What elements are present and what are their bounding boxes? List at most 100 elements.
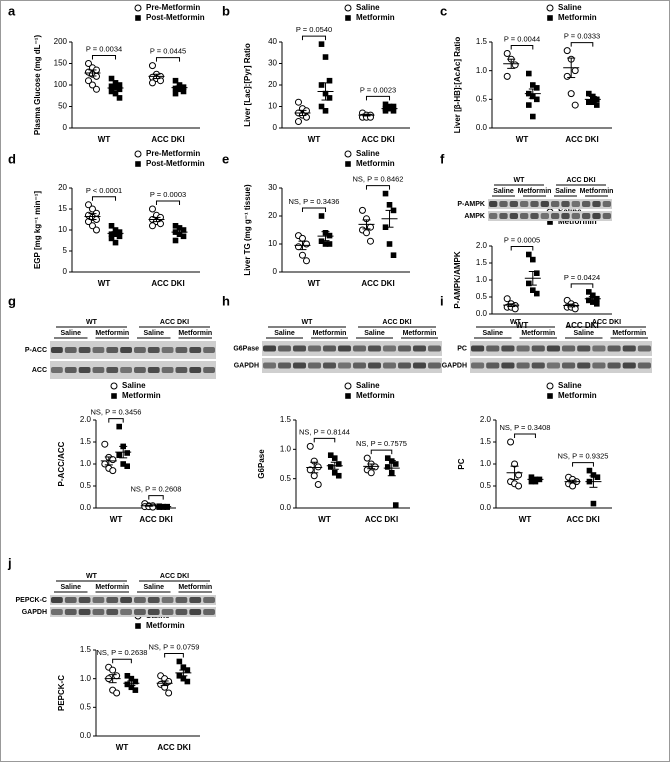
blot-band — [353, 345, 366, 352]
data-point — [112, 239, 119, 246]
data-point — [112, 80, 119, 86]
data-point — [515, 482, 523, 490]
y-tick-label: 0 — [63, 123, 68, 132]
legend-label: Metformin — [356, 159, 395, 168]
blot-band — [161, 597, 174, 603]
legend-label: Saline — [356, 3, 380, 12]
y-tick-label: 15 — [58, 204, 67, 213]
blot-band — [64, 597, 77, 603]
y-tick-label: 0 — [273, 267, 278, 276]
data-point — [298, 251, 306, 259]
data-point — [156, 220, 164, 228]
significance-bracket — [510, 44, 534, 50]
panel-label: h — [222, 293, 230, 308]
x-tick-label: ACC DKI — [361, 279, 394, 288]
y-axis-label: Liver [β-HB]:[AcAc] Ratio — [453, 37, 462, 134]
legend-marker — [547, 15, 553, 21]
blot-band — [562, 345, 576, 352]
data-point — [124, 681, 131, 688]
blot-band — [509, 213, 518, 219]
y-tick-label: 1.5 — [80, 645, 92, 654]
data-point — [384, 455, 391, 461]
blot-band — [637, 345, 651, 352]
data-point — [176, 225, 183, 231]
data-point — [586, 289, 592, 295]
blot-lane-label: Metformin — [95, 330, 129, 337]
data-point — [363, 454, 371, 462]
legend-label: Metformin — [356, 391, 395, 400]
data-point — [563, 47, 571, 55]
y-tick-label: 40 — [268, 37, 277, 46]
y-tick-label: 1.0 — [476, 275, 488, 284]
significance-bracket — [514, 433, 536, 438]
data-point — [109, 666, 117, 674]
p-value: NS, P = 0.9325 — [558, 452, 609, 461]
blot-band — [383, 362, 396, 369]
blot-band — [546, 345, 560, 352]
x-tick-label: ACC DKI — [365, 515, 398, 524]
data-point — [335, 472, 342, 479]
blot-band — [516, 345, 530, 352]
y-axis-label: EGP [mg kg⁻¹ min⁻¹] — [33, 191, 42, 269]
blot-group-label: WT — [510, 319, 522, 326]
data-point — [148, 79, 156, 87]
significance-bracket — [365, 185, 391, 190]
data-point — [590, 472, 597, 478]
data-point — [101, 440, 109, 448]
data-point — [362, 229, 370, 237]
blot-band — [582, 213, 591, 219]
blot-band — [383, 345, 396, 352]
blot-band — [189, 347, 202, 353]
legend-label: Post-Metformin — [146, 159, 205, 168]
data-point — [92, 226, 100, 234]
blot-band — [189, 367, 202, 373]
data-point — [382, 101, 389, 108]
p-value: P = 0.0005 — [504, 235, 540, 244]
y-tick-label: 10 — [58, 225, 67, 234]
data-point — [116, 233, 123, 240]
significance-bracket — [370, 449, 393, 455]
significance-bracket — [313, 437, 336, 443]
y-tick-label: 20 — [58, 183, 67, 192]
p-value: NS, P = 0.8462 — [353, 175, 404, 184]
data-point — [294, 243, 302, 251]
blot-band — [499, 213, 508, 219]
data-point — [318, 41, 325, 47]
blot-band — [338, 345, 351, 352]
blot-band — [120, 597, 132, 603]
blot-band — [531, 345, 545, 352]
y-tick-label: 0.0 — [80, 731, 92, 740]
data-point — [534, 290, 540, 297]
y-tick-label: 20 — [268, 80, 277, 89]
significance-bracket — [112, 658, 132, 664]
p-value: P = 0.0445 — [150, 47, 186, 56]
data-point — [327, 464, 334, 470]
blot-band — [147, 609, 160, 615]
data-point — [132, 687, 139, 693]
data-point — [302, 240, 310, 248]
blot-band — [323, 345, 336, 352]
data-point — [382, 108, 389, 114]
p-value: P = 0.0333 — [564, 32, 600, 41]
significance-bracket — [365, 95, 391, 101]
blot-band — [520, 213, 529, 219]
data-point — [526, 251, 532, 258]
blot-band — [263, 362, 276, 369]
data-point — [116, 229, 123, 235]
data-point — [84, 77, 92, 85]
data-point — [128, 675, 135, 682]
data-point — [132, 678, 139, 685]
x-tick-label: WT — [98, 279, 111, 288]
y-tick-label: 1.5 — [480, 437, 492, 446]
legend-label: Saline — [122, 381, 146, 390]
blot-band — [78, 609, 91, 615]
data-point — [124, 463, 130, 469]
data-point — [88, 222, 96, 230]
x-tick-label: WT — [318, 515, 331, 524]
blot-lane-label: Metformin — [403, 330, 437, 337]
blot-band — [106, 367, 119, 373]
x-tick-label: WT — [98, 135, 111, 144]
blot-band — [562, 362, 576, 369]
blot-band — [293, 362, 306, 369]
data-point — [358, 206, 366, 214]
